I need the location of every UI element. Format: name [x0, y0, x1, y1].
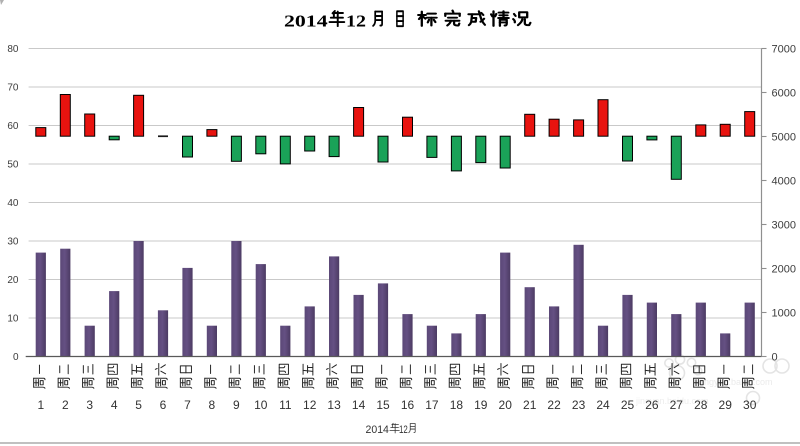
svg-text:24: 24	[596, 398, 610, 412]
svg-text:12: 12	[303, 398, 317, 412]
svg-text:16: 16	[401, 398, 415, 412]
svg-text:1: 1	[37, 398, 44, 412]
svg-text:5: 5	[135, 398, 142, 412]
svg-text:25: 25	[621, 398, 635, 412]
svg-text:21: 21	[523, 398, 537, 412]
svg-text:4: 4	[111, 398, 118, 412]
svg-text:10: 10	[254, 398, 268, 412]
svg-text:12: 12	[399, 424, 408, 436]
svg-text:2014: 2014	[366, 424, 389, 436]
svg-text:30: 30	[743, 398, 757, 412]
svg-text:20: 20	[499, 398, 513, 412]
svg-text:17: 17	[425, 398, 439, 412]
svg-text:jingyan.baidu.com: jingyan.baidu.com	[699, 377, 773, 387]
svg-text:jingyan.baidu.com: jingyan.baidu.com	[635, 396, 709, 406]
svg-text:18: 18	[450, 398, 464, 412]
svg-text:80: 80	[7, 44, 19, 55]
svg-text:5000: 5000	[772, 132, 796, 144]
svg-text:0: 0	[13, 352, 19, 363]
svg-text:6: 6	[160, 398, 167, 412]
svg-text:26: 26	[645, 398, 659, 412]
svg-text:11: 11	[279, 398, 292, 412]
svg-text:8: 8	[209, 398, 216, 412]
svg-text:40: 40	[7, 198, 19, 209]
svg-text:0: 0	[772, 352, 778, 364]
svg-text:30: 30	[7, 237, 19, 248]
svg-text:9: 9	[233, 398, 240, 412]
svg-text:1000: 1000	[772, 308, 796, 320]
svg-text:7000: 7000	[772, 44, 796, 56]
svg-text:6000: 6000	[772, 88, 796, 100]
svg-text:29: 29	[719, 398, 733, 412]
svg-text:3: 3	[86, 398, 93, 412]
svg-text:22: 22	[547, 398, 561, 412]
svg-text:2: 2	[62, 398, 69, 412]
svg-text:60: 60	[7, 121, 19, 132]
svg-text:23: 23	[572, 398, 586, 412]
svg-text:2014: 2014	[284, 12, 328, 31]
svg-text:19: 19	[474, 398, 488, 412]
svg-text:7: 7	[184, 398, 191, 412]
svg-text:15: 15	[376, 398, 390, 412]
svg-text:2000: 2000	[772, 264, 796, 276]
svg-text:4000: 4000	[772, 176, 796, 188]
svg-text:28: 28	[694, 398, 708, 412]
svg-text:13: 13	[327, 398, 341, 412]
svg-text:14: 14	[352, 398, 366, 412]
svg-text:50: 50	[7, 160, 19, 171]
svg-text:3000: 3000	[772, 220, 796, 232]
svg-text:27: 27	[670, 398, 684, 412]
svg-text:20: 20	[7, 275, 19, 286]
svg-text:70: 70	[7, 83, 19, 94]
svg-text:10: 10	[7, 314, 19, 325]
svg-text:12: 12	[346, 12, 366, 31]
